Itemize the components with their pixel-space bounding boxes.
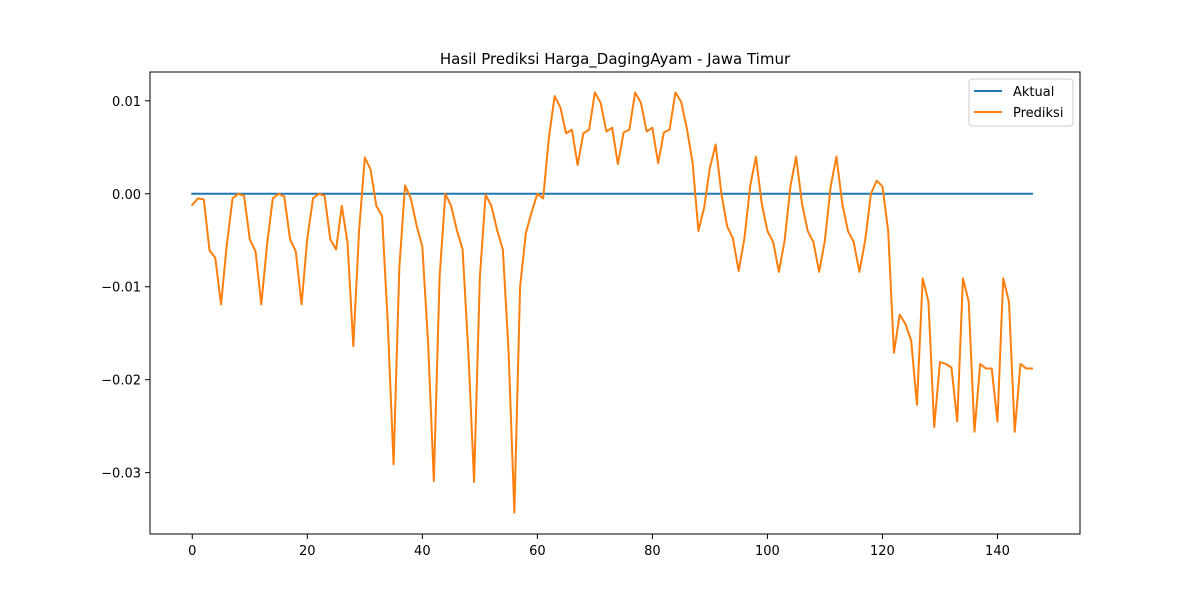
x-tick-label: 100 xyxy=(755,544,780,559)
x-tick-label: 120 xyxy=(870,544,895,559)
x-tick-label: 0 xyxy=(188,544,196,559)
x-tick-label: 20 xyxy=(299,544,316,559)
y-tick-label: −0.01 xyxy=(101,281,141,296)
y-tick-label: −0.03 xyxy=(101,467,141,482)
x-axis: 0 20 40 60 80 100 120 140 xyxy=(188,534,1010,559)
x-tick-label: 140 xyxy=(985,544,1010,559)
y-tick-label: 0.01 xyxy=(112,95,141,110)
y-tick-label: −0.02 xyxy=(101,374,141,389)
legend-label-prediksi: Prediksi xyxy=(1013,106,1063,121)
chart-title: Hasil Prediksi Harga_DagingAyam - Jawa T… xyxy=(440,50,791,69)
series-line-prediksi xyxy=(190,91,1033,514)
x-tick-label: 60 xyxy=(529,544,546,559)
x-tick-label: 40 xyxy=(414,544,431,559)
legend-label-aktual: Aktual xyxy=(1013,85,1054,100)
y-axis: −0.03 −0.02 −0.01 0.00 0.01 xyxy=(101,95,150,482)
plot-frame xyxy=(149,71,1081,535)
series-layer xyxy=(190,91,1033,514)
y-tick-label: 0.00 xyxy=(112,188,141,203)
legend: Aktual Prediksi xyxy=(968,78,1074,127)
x-tick-label: 80 xyxy=(644,544,661,559)
